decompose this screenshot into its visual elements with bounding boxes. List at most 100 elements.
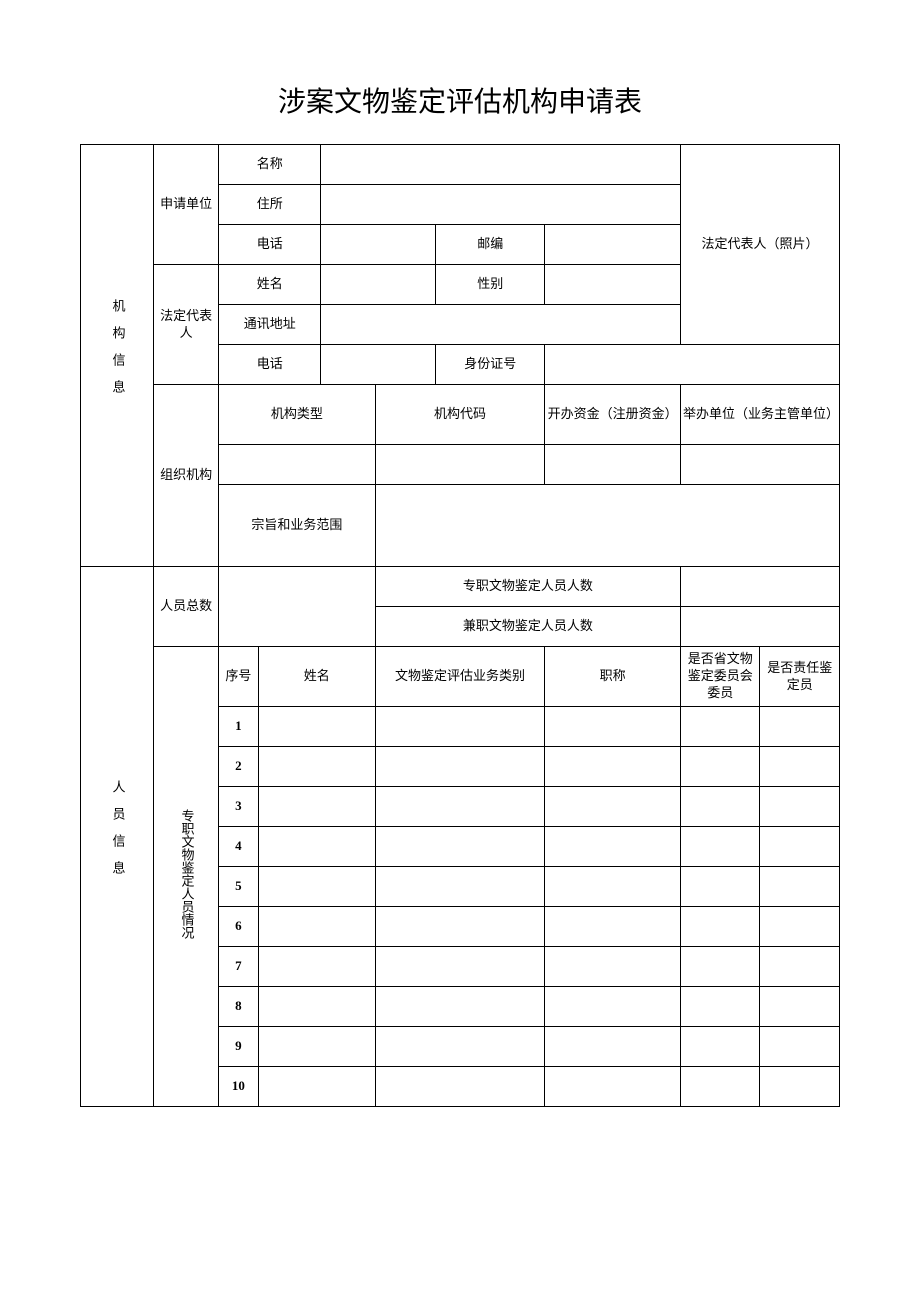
fulltime-count-value[interactable] xyxy=(681,567,840,607)
row-committee[interactable] xyxy=(681,747,760,787)
row-title[interactable] xyxy=(545,827,681,867)
row-name[interactable] xyxy=(258,1067,375,1107)
row-title[interactable] xyxy=(545,907,681,947)
row-title[interactable] xyxy=(545,707,681,747)
fulltime-staff-group: 专职文物鉴定人员情况 xyxy=(154,647,219,1107)
row-category[interactable] xyxy=(375,1067,544,1107)
row-name[interactable] xyxy=(258,947,375,987)
legal-rep-group: 法定代表人 xyxy=(154,265,219,385)
row-seq: 5 xyxy=(218,867,258,907)
col-name-label: 姓名 xyxy=(258,647,375,707)
row-title[interactable] xyxy=(545,787,681,827)
row-committee[interactable] xyxy=(681,867,760,907)
applicant-postal-value[interactable] xyxy=(545,225,681,265)
col-category-label: 文物鉴定评估业务类别 xyxy=(375,647,544,707)
row-liable[interactable] xyxy=(760,867,840,907)
row-seq: 1 xyxy=(218,707,258,747)
row-committee[interactable] xyxy=(681,1027,760,1067)
org-scope-label: 宗旨和业务范围 xyxy=(218,485,375,567)
row-committee[interactable] xyxy=(681,987,760,1027)
col-title-label: 职称 xyxy=(545,647,681,707)
applicant-phone-label: 电话 xyxy=(218,225,320,265)
applicant-name-label: 名称 xyxy=(218,145,320,185)
row-title[interactable] xyxy=(545,747,681,787)
legal-rep-phone-value[interactable] xyxy=(321,345,436,385)
row-seq: 9 xyxy=(218,1027,258,1067)
row-name[interactable] xyxy=(258,987,375,1027)
legal-rep-id-value[interactable] xyxy=(545,345,840,385)
row-liable[interactable] xyxy=(760,947,840,987)
row-committee[interactable] xyxy=(681,787,760,827)
row-name[interactable] xyxy=(258,1027,375,1067)
row-liable[interactable] xyxy=(760,827,840,867)
row-committee[interactable] xyxy=(681,947,760,987)
page-title: 涉案文物鉴定评估机构申请表 xyxy=(80,80,840,120)
legal-rep-gender-label: 性别 xyxy=(436,265,545,305)
staff-total-group: 人员总数 xyxy=(154,567,219,647)
legal-rep-photo: 法定代表人（照片） xyxy=(681,145,840,345)
row-category[interactable] xyxy=(375,867,544,907)
row-title[interactable] xyxy=(545,867,681,907)
row-name[interactable] xyxy=(258,867,375,907)
org-host-label: 举办单位（业务主管单位） xyxy=(681,385,840,445)
legal-rep-id-label: 身份证号 xyxy=(436,345,545,385)
applicant-phone-value[interactable] xyxy=(321,225,436,265)
row-committee[interactable] xyxy=(681,1067,760,1107)
row-liable[interactable] xyxy=(760,747,840,787)
legal-rep-name-value[interactable] xyxy=(321,265,436,305)
applicant-address-value[interactable] xyxy=(321,185,681,225)
row-title[interactable] xyxy=(545,947,681,987)
applicant-name-value[interactable] xyxy=(321,145,681,185)
org-type-value[interactable] xyxy=(218,445,375,485)
row-name[interactable] xyxy=(258,827,375,867)
org-capital-value[interactable] xyxy=(545,445,681,485)
staff-total-value[interactable] xyxy=(218,567,375,647)
applicant-address-label: 住所 xyxy=(218,185,320,225)
row-category[interactable] xyxy=(375,707,544,747)
row-seq: 2 xyxy=(218,747,258,787)
row-name[interactable] xyxy=(258,707,375,747)
row-liable[interactable] xyxy=(760,987,840,1027)
row-category[interactable] xyxy=(375,947,544,987)
row-committee[interactable] xyxy=(681,827,760,867)
row-title[interactable] xyxy=(545,987,681,1027)
row-category[interactable] xyxy=(375,827,544,867)
org-code-value[interactable] xyxy=(375,445,544,485)
row-category[interactable] xyxy=(375,787,544,827)
parttime-count-label: 兼职文物鉴定人员人数 xyxy=(375,607,680,647)
row-liable[interactable] xyxy=(760,1027,840,1067)
row-seq: 8 xyxy=(218,987,258,1027)
legal-rep-address-label: 通讯地址 xyxy=(218,305,320,345)
row-name[interactable] xyxy=(258,907,375,947)
org-type-label: 机构类型 xyxy=(218,385,375,445)
org-code-label: 机构代码 xyxy=(375,385,544,445)
row-title[interactable] xyxy=(545,1067,681,1107)
row-liable[interactable] xyxy=(760,1067,840,1107)
legal-rep-gender-value[interactable] xyxy=(545,265,681,305)
row-name[interactable] xyxy=(258,747,375,787)
section-org-info: 机构信息 xyxy=(81,145,154,567)
row-category[interactable] xyxy=(375,907,544,947)
row-liable[interactable] xyxy=(760,707,840,747)
row-seq: 3 xyxy=(218,787,258,827)
row-committee[interactable] xyxy=(681,907,760,947)
applicant-group: 申请单位 xyxy=(154,145,219,265)
row-category[interactable] xyxy=(375,987,544,1027)
row-name[interactable] xyxy=(258,787,375,827)
row-liable[interactable] xyxy=(760,907,840,947)
legal-rep-name-label: 姓名 xyxy=(218,265,320,305)
legal-rep-address-value[interactable] xyxy=(321,305,681,345)
row-liable[interactable] xyxy=(760,787,840,827)
org-scope-value[interactable] xyxy=(375,485,839,567)
org-host-value[interactable] xyxy=(681,445,840,485)
applicant-postal-label: 邮编 xyxy=(436,225,545,265)
row-category[interactable] xyxy=(375,747,544,787)
org-group: 组织机构 xyxy=(154,385,219,567)
row-title[interactable] xyxy=(545,1027,681,1067)
fulltime-count-label: 专职文物鉴定人员人数 xyxy=(375,567,680,607)
row-seq: 6 xyxy=(218,907,258,947)
parttime-count-value[interactable] xyxy=(681,607,840,647)
row-category[interactable] xyxy=(375,1027,544,1067)
row-committee[interactable] xyxy=(681,707,760,747)
row-seq: 10 xyxy=(218,1067,258,1107)
